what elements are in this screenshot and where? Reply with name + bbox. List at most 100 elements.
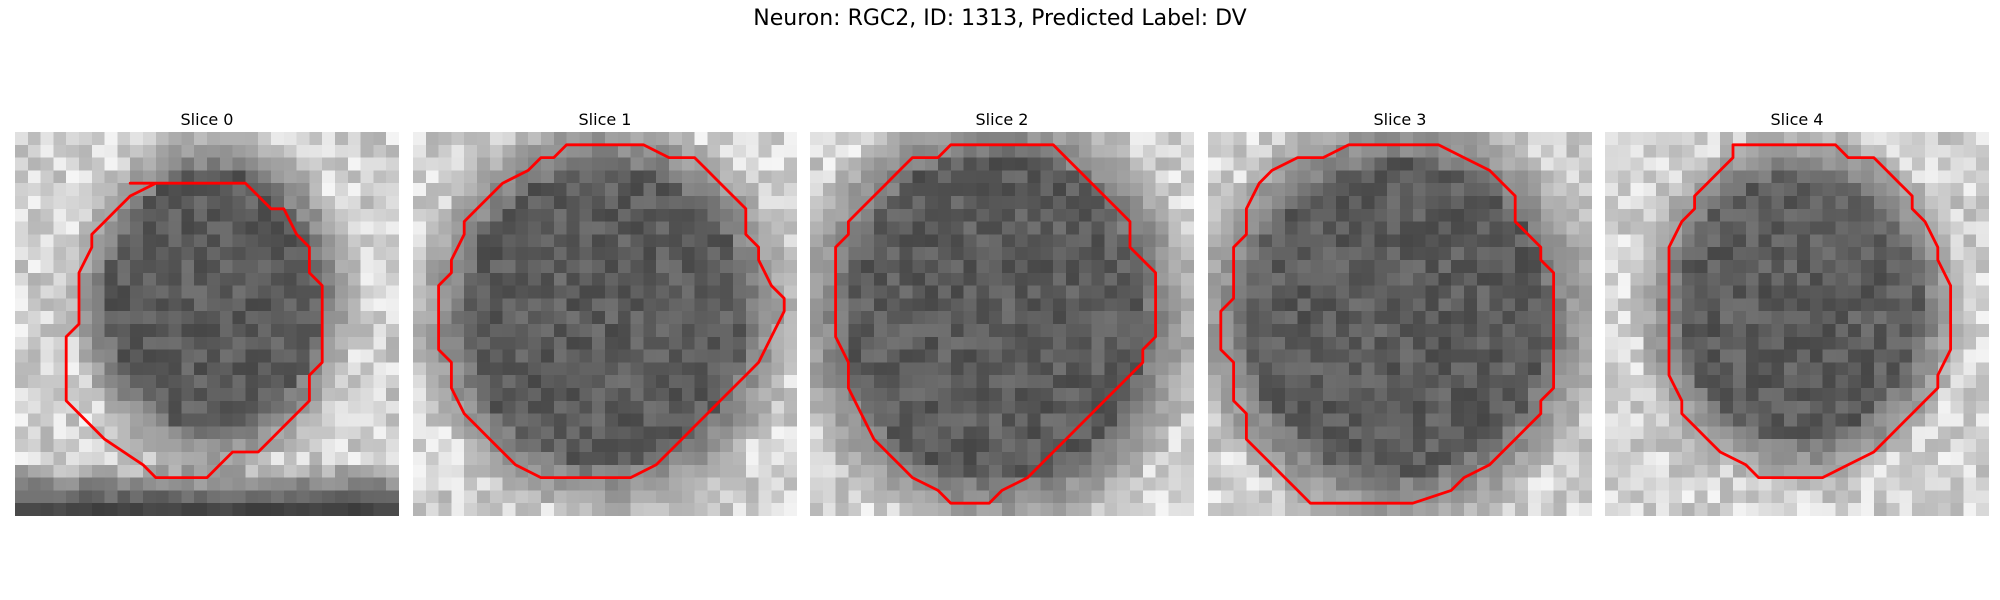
image-pixel (1476, 336, 1490, 350)
image-pixel (1822, 349, 1836, 363)
image-pixel (194, 311, 208, 325)
image-pixel (1797, 221, 1811, 235)
image-pixel (194, 413, 208, 427)
image-pixel (579, 324, 593, 338)
image-pixel (1950, 375, 1964, 389)
image-pixel (1066, 464, 1080, 478)
image-pixel (438, 196, 452, 210)
image-pixel (1643, 349, 1657, 363)
image-pixel (1540, 400, 1554, 414)
image-pixel (617, 234, 631, 248)
image-pixel (309, 388, 323, 402)
image-pixel (1617, 336, 1631, 350)
image-pixel (1605, 336, 1619, 350)
image-pixel (1694, 388, 1708, 402)
image-pixel (1515, 375, 1529, 389)
image-pixel (1155, 196, 1169, 210)
image-pixel (592, 311, 606, 325)
image-pixel (194, 183, 208, 197)
image-pixel (1348, 388, 1362, 402)
image-pixel (438, 144, 452, 158)
image-pixel (271, 477, 285, 491)
image-pixel (1104, 170, 1118, 184)
image-pixel (1912, 452, 1926, 466)
image-pixel (1040, 477, 1054, 491)
image-pixel (579, 170, 593, 184)
image-pixel (912, 388, 926, 402)
image-pixel (451, 464, 465, 478)
image-pixel (232, 464, 246, 478)
image-pixel (1899, 324, 1913, 338)
image-pixel (1259, 324, 1273, 338)
image-pixel (745, 196, 759, 210)
image-pixel (1091, 490, 1105, 504)
image-pixel (386, 196, 399, 210)
image-pixel (1656, 183, 1670, 197)
image-pixel (643, 157, 657, 171)
image-pixel (335, 272, 349, 286)
image-pixel (950, 400, 964, 414)
image-pixel (1400, 132, 1414, 146)
image-pixel (1758, 324, 1772, 338)
image-pixel (1451, 503, 1465, 516)
image-pixel (373, 234, 387, 248)
image-pixel (1745, 503, 1759, 516)
image-pixel (989, 170, 1003, 184)
image-pixel (1233, 490, 1247, 504)
image-pixel (245, 285, 259, 299)
image-pixel (1464, 503, 1478, 516)
image-pixel (1950, 413, 1964, 427)
image-pixel (694, 336, 708, 350)
image-pixel (1284, 285, 1298, 299)
image-pixel (541, 196, 555, 210)
image-pixel (720, 272, 734, 286)
image-pixel (1963, 426, 1977, 440)
image-pixel (79, 311, 93, 325)
image-pixel (489, 464, 503, 478)
image-pixel (1861, 298, 1875, 312)
image-pixel (1272, 503, 1286, 516)
image-pixel (283, 503, 297, 516)
image-pixel (1707, 464, 1721, 478)
image-pixel (1040, 183, 1054, 197)
image-pixel (1336, 388, 1350, 402)
image-pixel (1323, 132, 1337, 146)
image-pixel (1540, 464, 1554, 478)
image-pixel (771, 272, 785, 286)
image-pixel (130, 311, 144, 325)
image-pixel (1835, 247, 1849, 261)
image-pixel (1540, 298, 1554, 312)
image-pixel (566, 452, 580, 466)
image-pixel (1104, 477, 1118, 491)
image-pixel (694, 400, 708, 414)
image-pixel (1053, 375, 1067, 389)
image-pixel (1259, 260, 1273, 274)
image-pixel (1053, 490, 1067, 504)
image-pixel (79, 452, 93, 466)
image-pixel (1014, 247, 1028, 261)
image-pixel (592, 362, 606, 376)
image-pixel (541, 157, 555, 171)
image-pixel (1784, 400, 1798, 414)
image-pixel (1681, 400, 1695, 414)
image-pixel (1643, 272, 1657, 286)
image-pixel (1361, 349, 1375, 363)
image-pixel (1233, 426, 1247, 440)
image-pixel (566, 157, 580, 171)
image-pixel (309, 170, 323, 184)
image-pixel (1681, 285, 1695, 299)
image-pixel (1104, 375, 1118, 389)
image-pixel (1400, 170, 1414, 184)
image-pixel (925, 298, 939, 312)
image-pixel (707, 272, 721, 286)
image-pixel (1297, 247, 1311, 261)
image-pixel (117, 362, 131, 376)
image-pixel (1553, 400, 1567, 414)
image-pixel (477, 272, 491, 286)
image-pixel (207, 336, 221, 350)
image-pixel (694, 490, 708, 504)
image-pixel (656, 490, 670, 504)
image-pixel (1707, 208, 1721, 222)
image-pixel (989, 413, 1003, 427)
image-pixel (810, 157, 824, 171)
